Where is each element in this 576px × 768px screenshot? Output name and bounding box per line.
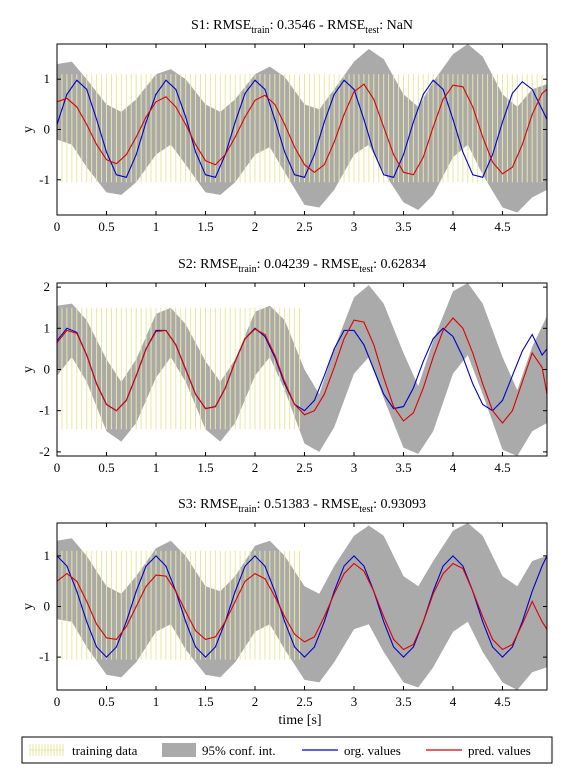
- panel-2-y-tick-label: 1: [44, 320, 51, 335]
- panel-2-x-tick-label: 2.5: [296, 460, 312, 475]
- panel-2-x-tick-label: 4.5: [494, 460, 510, 475]
- panel-2-x-tick-label: 0: [54, 460, 61, 475]
- panel-1-plot-area: [57, 44, 547, 213]
- panel-1-pred-values-line: [57, 83, 547, 176]
- panel-2-plot-area: [57, 283, 547, 456]
- panel-1-y-tick-label: 1: [44, 71, 51, 86]
- panel-2: 0 0.5 1 1.5 2 2.5 3 3.5 4 4.5 -2 -1 0 1 2 y S2: RMSEtrai…: [21, 257, 548, 475]
- panel-2-confidence-band: [57, 283, 547, 456]
- panel-1-title: S1: RMSEtrain: 0.3546 - RMSEtest: NaN: [191, 18, 413, 36]
- panel-3-y-axis-label: y: [21, 603, 36, 610]
- panel-3: 0 0.5 1 1.5 2 2.5 3 3.5 4 4.5 -1 0 1 y S3: RMSEtrain: …: [21, 497, 548, 709]
- legend: training data 95% conf. int. org. values…: [21, 736, 553, 764]
- panel-3-y-tick-label: -1: [39, 649, 50, 664]
- panel-2-y-tick-label: 0: [44, 362, 51, 377]
- panel-2-y-tick-label: 2: [44, 279, 51, 294]
- panel-3-x-tick-label: 2.5: [296, 694, 312, 709]
- panel-3-x-tick-label: 2: [252, 694, 259, 709]
- panel-2-y-tick-label: -1: [39, 403, 50, 418]
- panel-1-x-tick-label: 1: [153, 219, 160, 234]
- legend-label-training: training data: [72, 743, 138, 758]
- legend-label-confint: 95% conf. int.: [202, 743, 276, 758]
- panel-1-x-tick-label: 2.5: [296, 219, 312, 234]
- panel-1-x-tick-label: 0.5: [98, 219, 114, 234]
- panel-2-x-tick-label: 1.5: [197, 460, 213, 475]
- panel-1-y-tick-label: -1: [39, 172, 50, 187]
- panel-3-x-tick-label: 4.5: [494, 694, 510, 709]
- panel-1-x-tick-label: 3.5: [395, 219, 411, 234]
- panel-1-y-tick-label: 0: [44, 122, 51, 137]
- legend-label-pred: pred. values: [468, 743, 531, 758]
- panel-3-x-tick-label: 0.5: [98, 694, 114, 709]
- panel-2-pred-values-line: [57, 317, 547, 424]
- panel-2-x-tick-label: 1: [153, 460, 160, 475]
- panel-2-y-tick-label: -2: [39, 444, 50, 459]
- panel-1-x-tick-label: 1.5: [197, 219, 213, 234]
- panel-3-y-tick-label: 0: [44, 599, 51, 614]
- panel-1-org-values-line: [57, 79, 547, 178]
- panel-3-x-tick-label: 4: [450, 694, 457, 709]
- panel-1-x-tick-label: 4: [450, 219, 457, 234]
- panel-3-x-tick-label: 0: [54, 694, 61, 709]
- panel-2-x-tick-label: 0.5: [98, 460, 114, 475]
- panel-3-confidence-band: [57, 523, 547, 690]
- panel-1-y-axis-label: y: [21, 126, 36, 133]
- panel-2-x-tick-label: 3.5: [395, 460, 411, 475]
- panel-3-x-tick-label: 3: [351, 694, 358, 709]
- panel-1-x-tick-label: 3: [351, 219, 358, 234]
- panel-3-training-data: [61, 550, 301, 660]
- panel-1-x-tick-label: 4.5: [494, 219, 510, 234]
- panel-1-x-tick-label: 2: [252, 219, 259, 234]
- panel-1-confidence-band: [57, 44, 547, 213]
- panel-2-x-tick-label: 3: [351, 460, 358, 475]
- panel-3-y-tick-label: 1: [44, 548, 51, 563]
- panel-3-x-tick-label: 1.5: [197, 694, 213, 709]
- legend-confint-swatch: [162, 743, 196, 757]
- panel-2-y-axis-label: y: [21, 366, 36, 373]
- panel-3-plot-area: [57, 523, 547, 690]
- legend-label-org: org. values: [344, 743, 401, 758]
- panel-3-title: S3: RMSEtrain: 0.51383 - RMSEtest: 0.930…: [178, 497, 426, 515]
- panel-3-x-tick-label: 1: [153, 694, 160, 709]
- panel-2-x-tick-label: 2: [252, 460, 259, 475]
- panel-3-x-tick-label: 3.5: [395, 694, 411, 709]
- panel-1: 0 0.5 1 1.5 2 2.5 3 3.5 4 4.5 -1 0 1 y S1: RMSEtrain: …: [21, 18, 548, 234]
- legend-box: [21, 736, 553, 764]
- panel-1-x-tick-label: 0: [54, 219, 61, 234]
- panel-2-title: S2: RMSEtrain: 0.04239 - RMSEtest: 0.628…: [178, 257, 426, 275]
- x-axis-label: time [s]: [278, 713, 321, 728]
- legend-training-swatch: [29, 744, 64, 756]
- panel-3-pred-values-line: [57, 562, 547, 651]
- panel-2-x-tick-label: 4: [450, 460, 457, 475]
- panel-2-training-data: [61, 307, 301, 430]
